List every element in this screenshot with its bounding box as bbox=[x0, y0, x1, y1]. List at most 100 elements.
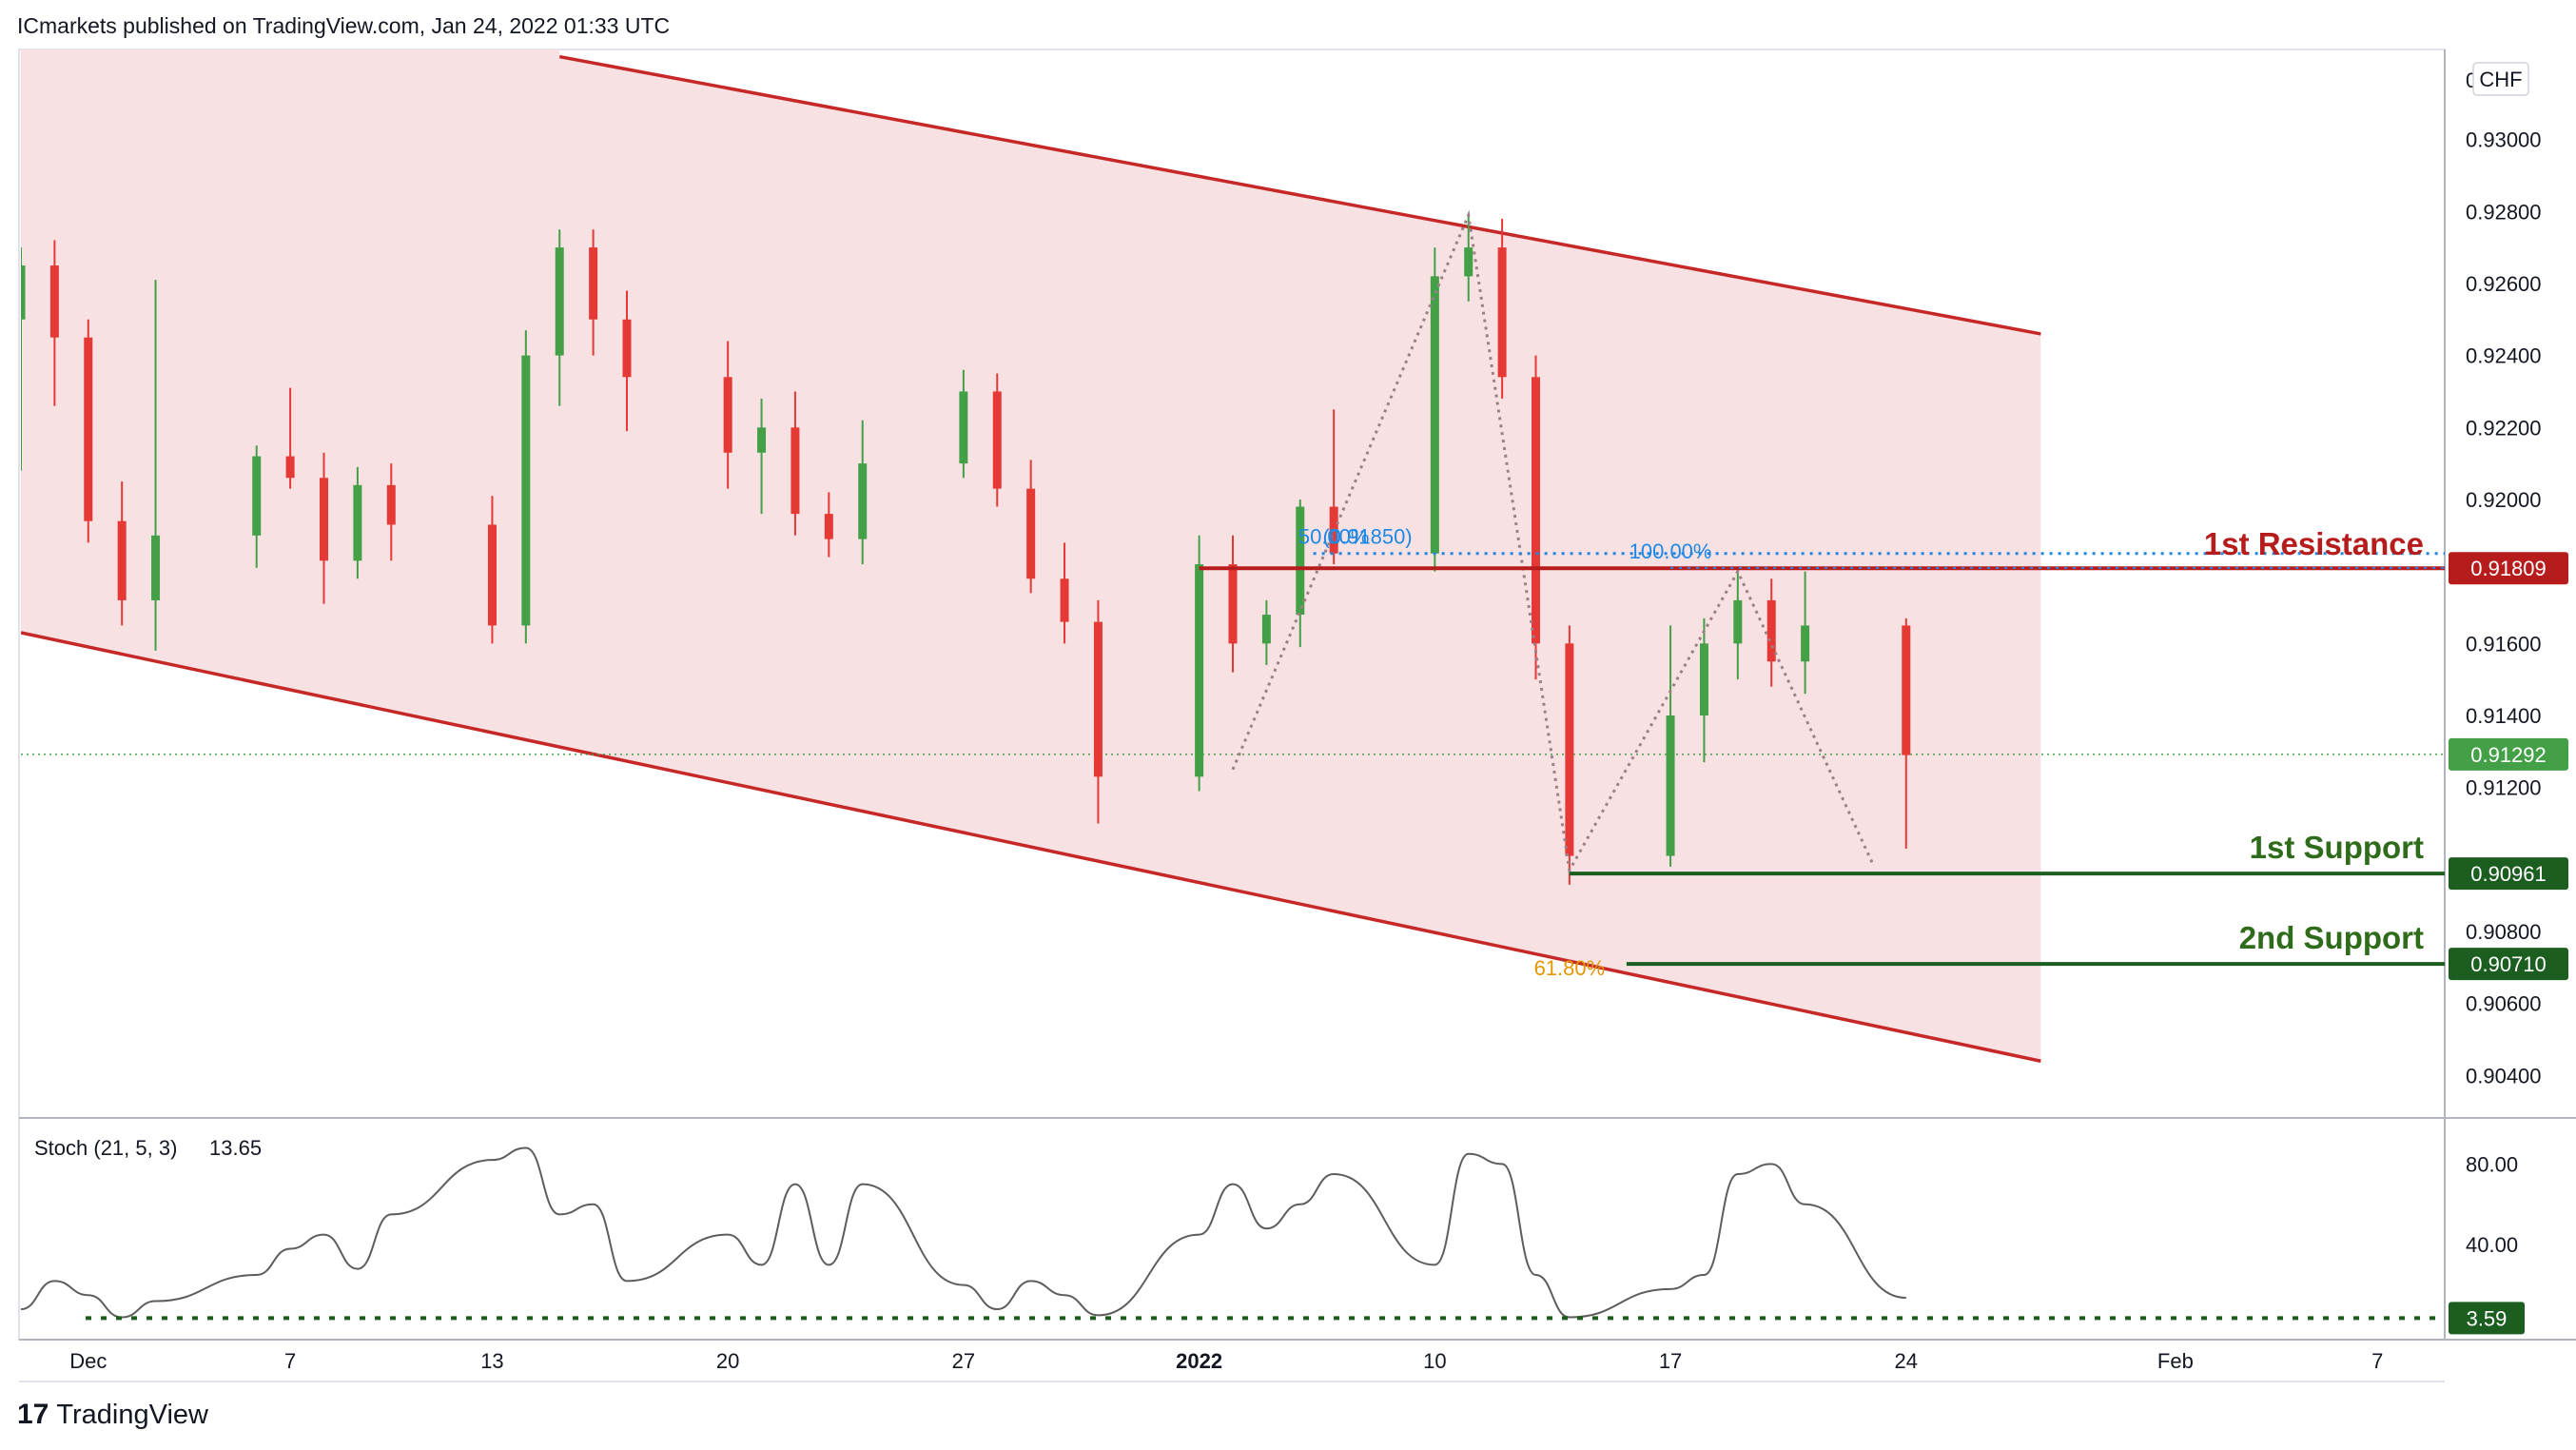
time-tick: 7 bbox=[284, 1349, 296, 1373]
price-tick: 0.91600 bbox=[2466, 632, 2542, 656]
candle-body bbox=[1497, 247, 1507, 378]
time-tick: Feb bbox=[2157, 1349, 2194, 1373]
candle-body bbox=[858, 463, 868, 539]
candle bbox=[1093, 599, 1103, 824]
candle bbox=[252, 445, 262, 568]
candle-body bbox=[824, 514, 833, 539]
time-tick: 10 bbox=[1423, 1349, 1446, 1373]
candle-body bbox=[1464, 247, 1473, 277]
last-price-tag-text: 0.91292 bbox=[2470, 743, 2547, 767]
level-label: 1st Support bbox=[2250, 830, 2424, 865]
fib-label: 100.00% bbox=[1630, 539, 1712, 563]
candle bbox=[858, 420, 868, 565]
candle bbox=[1733, 571, 1743, 680]
tradingview-brand: TradingView bbox=[56, 1399, 208, 1430]
resistance-price-tag: 0.91809 bbox=[2449, 552, 2568, 585]
candle bbox=[959, 369, 968, 479]
resistance-price-tag-bg bbox=[2449, 552, 2568, 585]
candle bbox=[1532, 355, 1540, 680]
chart-frame bbox=[18, 49, 2576, 1382]
price-tick: 0.92200 bbox=[2466, 416, 2542, 440]
stoch-name: Stoch (21, 5, 3) bbox=[34, 1136, 177, 1160]
channel-lower-line bbox=[21, 631, 2041, 1063]
fib-label: 50.00% bbox=[1298, 525, 1370, 549]
candle-body bbox=[723, 377, 732, 453]
candle bbox=[386, 463, 396, 561]
tradingview-logo-icon: 17 bbox=[17, 1399, 49, 1430]
fib-label: 61.80% bbox=[1534, 956, 1606, 980]
candle bbox=[285, 387, 295, 489]
candle bbox=[353, 466, 362, 579]
candle bbox=[151, 280, 161, 651]
candle bbox=[992, 373, 1002, 507]
candle bbox=[1026, 460, 1036, 594]
last-price-tag: 0.91292 bbox=[2449, 737, 2568, 771]
candle bbox=[1766, 578, 1776, 687]
candle bbox=[1464, 215, 1473, 302]
candle bbox=[1666, 625, 1675, 867]
support2-price-tag: 0.90710 bbox=[2449, 948, 2568, 981]
resistance-price-tag-text: 0.91809 bbox=[2470, 557, 2547, 580]
candle-body bbox=[353, 484, 362, 561]
candle bbox=[1261, 599, 1271, 666]
candle bbox=[1195, 535, 1204, 792]
candle bbox=[757, 399, 767, 515]
candle-body bbox=[1801, 625, 1810, 662]
candle-body bbox=[959, 391, 968, 464]
candle bbox=[555, 229, 564, 406]
stoch-current-tag-text: 3.59 bbox=[2467, 1306, 2508, 1330]
candle bbox=[1801, 571, 1810, 695]
price-tick: 0.92400 bbox=[2466, 344, 2542, 368]
channel-upper-line bbox=[558, 54, 2041, 336]
price-tick: 0.90600 bbox=[2466, 992, 2542, 1016]
candle bbox=[1228, 535, 1238, 673]
stochastic-pane bbox=[21, 1146, 2445, 1321]
candle-body bbox=[1296, 506, 1305, 616]
last-price-tag-bg bbox=[2449, 737, 2568, 771]
candle-body bbox=[1026, 488, 1036, 579]
candle-body bbox=[1261, 615, 1271, 644]
fib-label: (0.91850) bbox=[1322, 525, 1412, 549]
price-tick: 0.90800 bbox=[2466, 920, 2542, 944]
price-axis[interactable]: 0.93000 0.92800 0.92600 0.92400 0.92200 0.920… bbox=[2449, 62, 2568, 1088]
support2-price-tag-bg bbox=[2449, 948, 2568, 981]
price-tick: 0.91200 bbox=[2466, 776, 2542, 800]
candle-body bbox=[1666, 715, 1675, 856]
candle-body bbox=[992, 391, 1002, 489]
candle bbox=[320, 452, 328, 604]
stoch-tick: 80.00 bbox=[2466, 1152, 2518, 1176]
candle bbox=[21, 247, 26, 471]
candle-body bbox=[386, 484, 396, 525]
time-axis[interactable]: Dec 7 13 20 27 2022 10 17 24 Feb 7 bbox=[69, 1349, 2383, 1373]
candle-body bbox=[622, 319, 632, 378]
candle-body bbox=[487, 524, 497, 626]
support1-price-tag: 0.90961 bbox=[2449, 857, 2568, 891]
candle bbox=[117, 481, 127, 626]
time-tick: 24 bbox=[1895, 1349, 1918, 1373]
candlestick-series bbox=[21, 215, 1911, 885]
price-tick: 0.92000 bbox=[2466, 488, 2542, 512]
support1-price-tag-bg bbox=[2449, 857, 2568, 891]
currency-badge bbox=[2472, 62, 2529, 96]
currency-label: CHF bbox=[2479, 68, 2522, 91]
candle bbox=[487, 496, 497, 644]
tradingview-footer[interactable]: 17 TradingView bbox=[17, 1399, 208, 1431]
candle-body bbox=[285, 456, 295, 479]
candle-body bbox=[1093, 621, 1103, 777]
candle bbox=[1565, 625, 1574, 885]
price-tick: 0.93000 bbox=[2466, 128, 2542, 152]
candle bbox=[84, 319, 93, 543]
candle bbox=[723, 341, 732, 489]
candle-body bbox=[49, 265, 59, 338]
candle bbox=[824, 492, 833, 558]
candle-body bbox=[1565, 643, 1574, 856]
candle-body bbox=[1902, 625, 1911, 755]
candle bbox=[622, 290, 632, 432]
candle-body bbox=[320, 478, 328, 561]
annotations: 1st Resistance 1st Support 2nd Support 50.0… bbox=[1199, 209, 2445, 980]
candle-body bbox=[84, 337, 93, 521]
candle bbox=[49, 240, 59, 406]
level-label: 1st Resistance bbox=[2204, 526, 2424, 561]
candle-body bbox=[252, 456, 262, 536]
